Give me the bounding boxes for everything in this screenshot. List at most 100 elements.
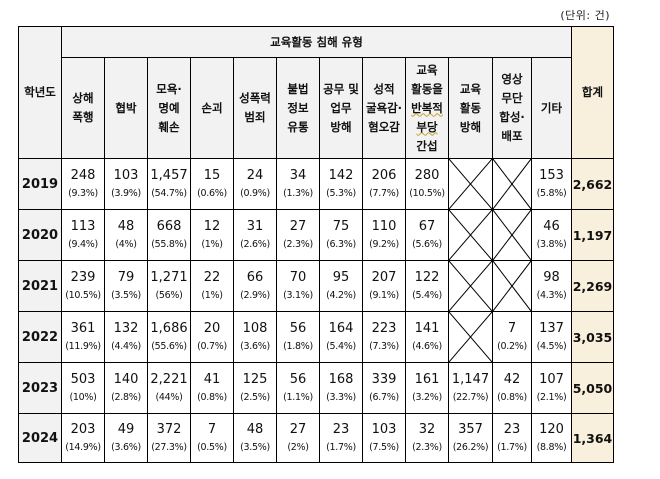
count-value: 153	[539, 168, 564, 183]
count-cell: 23 (1.7%)	[319, 413, 363, 463]
count-value: 7	[207, 422, 217, 437]
count-value: 31	[246, 219, 264, 234]
header-violation-types-group: 교육활동 침해 유형	[61, 26, 572, 58]
not-applicable-cell	[448, 158, 493, 210]
count-cell: 20 (0.7%)	[190, 311, 234, 363]
header-type-line: 혐오감	[368, 119, 400, 134]
count-value: 41	[203, 372, 221, 387]
count-value: 113	[70, 219, 96, 234]
header-type-line: 상해	[72, 91, 94, 105]
percent-value: (4.3%)	[536, 290, 567, 301]
percent-value: (11.9%)	[65, 341, 101, 352]
count-value: 1,686	[150, 321, 188, 336]
count-cell: 48 (3.5%)	[233, 413, 277, 463]
count-cell: 103 (7.5%)	[362, 413, 406, 463]
count-value: 280	[414, 168, 440, 183]
header-type-line: 부당	[416, 119, 438, 134]
year-cell: 2023	[18, 362, 62, 414]
header-type-line: 모욕·	[156, 81, 182, 96]
percent-value: (14.9%)	[65, 442, 101, 453]
count-cell: 70 (3.1%)	[276, 260, 320, 312]
header-type-2: 모욕· 명예 훼손	[147, 57, 191, 159]
percent-value: (55.6%)	[151, 341, 187, 352]
cross-out-icon	[493, 159, 531, 209]
count-value: 223	[371, 321, 397, 336]
count-value: 48	[117, 219, 135, 234]
percent-value: (5.8%)	[536, 188, 567, 199]
percent-value: (2.9%)	[240, 290, 270, 301]
table-row: 2022 361 (11.9%) 132 (4.4%) 1,686 (55.6%) 20 (0.…	[18, 311, 657, 363]
count-cell: 1,147 (22.7%)	[448, 362, 493, 414]
header-total: 합계	[571, 26, 614, 159]
count-value: 248	[70, 168, 96, 183]
header-type-9: 교육 활동 방해	[448, 57, 493, 159]
percent-value: (44%)	[155, 392, 183, 403]
percent-value: (2.3%)	[412, 442, 442, 453]
table-row: 2020 113 (9.4%) 48 (4%) 668 (55.8%) 12 (1%) 31 (2.…	[18, 209, 657, 261]
count-cell: 168 (3.3%)	[319, 362, 363, 414]
percent-value: (10.5%)	[65, 290, 101, 301]
header-year: 학년도	[18, 26, 62, 159]
count-cell: 27 (2.3%)	[276, 209, 320, 261]
percent-value: (1.8%)	[283, 341, 313, 352]
not-applicable-cell	[448, 311, 493, 363]
percent-value: (2%)	[287, 442, 309, 453]
percent-value: (0.8%)	[497, 392, 527, 403]
count-value: 27	[289, 422, 307, 437]
percent-value: (27.3%)	[151, 442, 187, 453]
header-type-line: 배포	[501, 129, 523, 143]
not-applicable-cell	[492, 260, 532, 312]
count-cell: 7 (0.2%)	[492, 311, 532, 363]
count-cell: 12 (1%)	[190, 209, 234, 261]
count-value: 20	[203, 321, 221, 336]
percent-value: (0.9%)	[240, 188, 270, 199]
total-cell: 1,197	[571, 209, 614, 261]
cross-out-icon	[449, 210, 492, 260]
year-cell: 2022	[18, 311, 62, 363]
count-cell: 122 (5.4%)	[405, 260, 449, 312]
count-cell: 66 (2.9%)	[233, 260, 277, 312]
percent-value: (4.6%)	[412, 341, 442, 352]
percent-value: (56%)	[155, 290, 183, 301]
percent-value: (10.5%)	[409, 188, 445, 199]
count-value: 1,147	[451, 372, 490, 387]
count-value: 56	[289, 372, 307, 387]
percent-value: (4.5%)	[536, 341, 567, 352]
count-value: 46	[543, 219, 560, 234]
table-row: 2019 248 (9.3%) 103 (3.9%) 1,457 (54.7%) 15 (0.6…	[18, 158, 657, 210]
cross-out-icon	[449, 312, 492, 362]
header-type-0: 상해 폭행	[61, 57, 105, 159]
header-type-10: 영상 무단 합성· 배포	[492, 57, 532, 159]
count-value: 23	[503, 422, 521, 437]
cross-out-icon	[493, 261, 531, 311]
count-value: 49	[117, 422, 135, 437]
percent-value: (2.6%)	[240, 239, 270, 250]
count-value: 15	[203, 168, 221, 183]
count-cell: 361 (11.9%)	[61, 311, 105, 363]
count-cell: 22 (1%)	[190, 260, 234, 312]
percent-value: (5.3%)	[326, 188, 356, 199]
total-cell: 2,269	[571, 260, 614, 312]
percent-value: (0.2%)	[497, 341, 527, 352]
header-type-line: 영상	[501, 72, 523, 86]
count-value: 339	[371, 372, 397, 387]
count-value: 361	[70, 321, 96, 336]
percent-value: (3.5%)	[240, 442, 270, 453]
cross-out-icon	[493, 210, 531, 260]
count-cell: 164 (5.4%)	[319, 311, 363, 363]
count-cell: 142 (5.3%)	[319, 158, 363, 210]
header-type-7: 성적 굴욕감· 혐오감	[362, 57, 406, 159]
header-type-8: 교육 활동을 반복적 부당 간섭	[405, 57, 449, 159]
count-value: 70	[289, 270, 307, 285]
count-value: 7	[507, 321, 517, 336]
count-value: 75	[332, 219, 350, 234]
percent-value: (1.1%)	[283, 392, 313, 403]
count-value: 32	[418, 422, 436, 437]
count-cell: 1,686 (55.6%)	[147, 311, 191, 363]
total-cell: 5,050	[571, 362, 614, 414]
header-type-line: 공무 및	[323, 81, 359, 96]
percent-value: (0.8%)	[197, 392, 227, 403]
header-type-line: 불법	[287, 81, 309, 96]
header-type-line: 방해	[459, 119, 482, 134]
header-type-line: 교육	[459, 81, 482, 96]
